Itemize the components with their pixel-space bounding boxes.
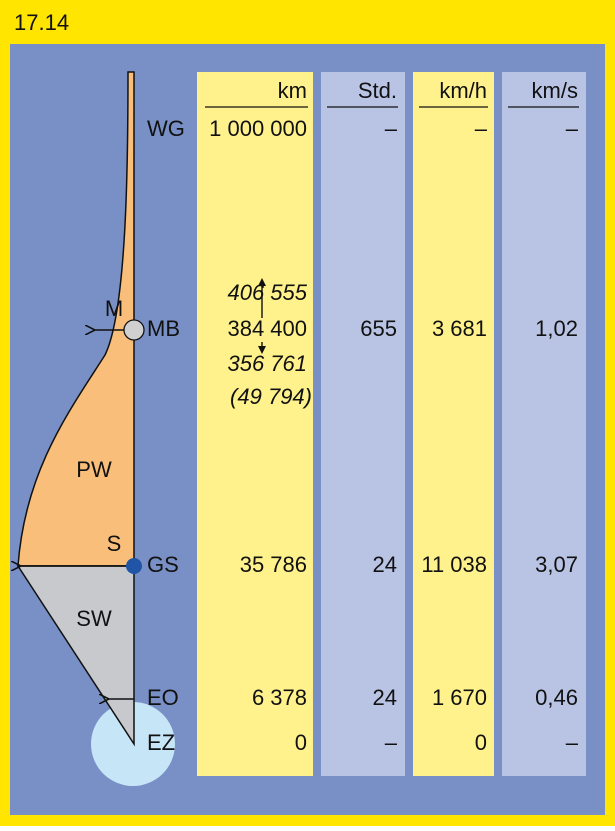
cell: – [566, 730, 579, 755]
shape-label: S [107, 531, 122, 556]
row-label: WG [147, 116, 185, 141]
cell: 3 681 [432, 316, 487, 341]
row-label: EO [147, 685, 179, 710]
column-header: km [278, 78, 307, 103]
cell: 0 [295, 730, 307, 755]
shape-label: SW [76, 606, 112, 631]
cell: – [566, 116, 579, 141]
moon-sphere-area [17, 71, 135, 567]
column-header: km/s [532, 78, 578, 103]
cell: – [385, 730, 398, 755]
cell: 11 038 [421, 552, 487, 577]
row-label: EZ [147, 730, 175, 755]
cell: 1 000 000 [209, 116, 307, 141]
shape-label: M [105, 296, 123, 321]
column-bg [321, 72, 405, 776]
earth [91, 702, 175, 786]
column-bg [413, 72, 494, 776]
cell: 35 786 [240, 552, 307, 577]
gs-point [126, 558, 142, 574]
cell: 3,07 [535, 552, 578, 577]
row-label: MB [147, 316, 180, 341]
column-header: km/h [439, 78, 487, 103]
figure-number: 17.14 [14, 10, 69, 35]
cell: 0 [475, 730, 487, 755]
cell: – [475, 116, 488, 141]
difference: (49 794) [230, 384, 312, 409]
rows: WG 1 000 000 – – – MB 384 400 655 3 681 1,02 GS 35 … [147, 116, 579, 755]
cell: 0,46 [535, 685, 578, 710]
column-bg [197, 72, 313, 776]
apogee: 406 555 [227, 280, 307, 305]
cell: 24 [373, 552, 397, 577]
shape-label: PW [76, 457, 112, 482]
perigee: 356 761 [227, 351, 307, 376]
column-bg [502, 72, 586, 776]
column-header: Std. [358, 78, 397, 103]
cell: 1 670 [432, 685, 487, 710]
row-label: GS [147, 552, 179, 577]
cell: 6 378 [252, 685, 307, 710]
cell: 1,02 [535, 316, 578, 341]
cell: 24 [373, 685, 397, 710]
cell: – [385, 116, 398, 141]
cell: 384 400 [227, 316, 307, 341]
cell: 655 [360, 316, 397, 341]
moon-point [123, 319, 145, 341]
